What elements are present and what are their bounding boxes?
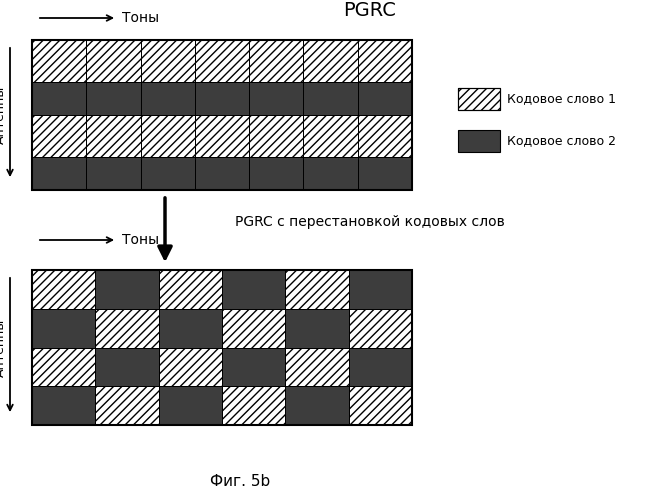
- Text: Тоны: Тоны: [122, 11, 159, 25]
- Bar: [304, 115, 358, 157]
- Bar: [249, 115, 304, 157]
- Bar: [195, 157, 249, 190]
- Bar: [349, 348, 412, 386]
- Bar: [249, 157, 304, 190]
- Bar: [195, 40, 249, 82]
- Bar: [358, 40, 412, 82]
- Bar: [95, 348, 158, 386]
- Bar: [285, 348, 349, 386]
- Bar: [222, 386, 285, 425]
- Bar: [285, 348, 349, 386]
- Bar: [195, 115, 249, 157]
- Bar: [195, 82, 249, 115]
- Bar: [86, 115, 141, 157]
- Bar: [249, 40, 304, 82]
- Bar: [349, 308, 412, 348]
- Bar: [349, 308, 412, 348]
- Bar: [158, 270, 222, 308]
- Bar: [95, 308, 158, 348]
- Bar: [32, 308, 95, 348]
- Bar: [349, 386, 412, 425]
- Bar: [285, 308, 349, 348]
- Bar: [458, 88, 500, 110]
- Bar: [222, 308, 285, 348]
- Bar: [86, 82, 141, 115]
- Bar: [285, 270, 349, 308]
- Bar: [32, 82, 86, 115]
- Bar: [358, 40, 412, 82]
- Bar: [304, 40, 358, 82]
- Bar: [32, 40, 86, 82]
- Bar: [285, 386, 349, 425]
- Bar: [32, 270, 412, 425]
- Bar: [158, 308, 222, 348]
- Bar: [349, 270, 412, 308]
- Bar: [86, 157, 141, 190]
- Bar: [458, 130, 500, 152]
- Text: Тоны: Тоны: [122, 233, 159, 247]
- Bar: [141, 82, 195, 115]
- Bar: [141, 40, 195, 82]
- Bar: [195, 115, 249, 157]
- Bar: [358, 115, 412, 157]
- Bar: [195, 40, 249, 82]
- Bar: [32, 157, 86, 190]
- Bar: [304, 40, 358, 82]
- Bar: [32, 270, 95, 308]
- Bar: [304, 115, 358, 157]
- Bar: [249, 40, 304, 82]
- Bar: [86, 40, 141, 82]
- Text: PGRC с перестановкой кодовых слов: PGRC с перестановкой кодовых слов: [235, 215, 505, 229]
- Bar: [158, 270, 222, 308]
- Text: PGRC: PGRC: [343, 0, 396, 20]
- Bar: [222, 308, 285, 348]
- Bar: [358, 157, 412, 190]
- Bar: [32, 348, 95, 386]
- Bar: [86, 115, 141, 157]
- Bar: [158, 348, 222, 386]
- Text: Фиг. 5b: Фиг. 5b: [210, 474, 270, 490]
- Bar: [249, 115, 304, 157]
- Bar: [32, 386, 95, 425]
- Bar: [141, 115, 195, 157]
- Bar: [141, 115, 195, 157]
- Bar: [95, 308, 158, 348]
- Bar: [458, 88, 500, 110]
- Bar: [222, 348, 285, 386]
- Bar: [32, 270, 95, 308]
- Bar: [222, 270, 285, 308]
- Bar: [285, 270, 349, 308]
- Bar: [304, 157, 358, 190]
- Bar: [249, 82, 304, 115]
- Bar: [349, 386, 412, 425]
- Bar: [86, 40, 141, 82]
- Bar: [304, 82, 358, 115]
- Bar: [95, 386, 158, 425]
- Bar: [95, 386, 158, 425]
- Bar: [358, 82, 412, 115]
- Bar: [141, 157, 195, 190]
- Bar: [358, 115, 412, 157]
- Bar: [158, 348, 222, 386]
- Text: Кодовое слово 1: Кодовое слово 1: [507, 92, 616, 106]
- Bar: [158, 386, 222, 425]
- Bar: [32, 115, 86, 157]
- Bar: [32, 40, 86, 82]
- Bar: [32, 348, 95, 386]
- Text: Кодовое слово 2: Кодовое слово 2: [507, 134, 616, 147]
- Bar: [141, 40, 195, 82]
- Bar: [222, 386, 285, 425]
- Bar: [32, 115, 86, 157]
- Text: Антенны: Антенны: [0, 86, 7, 144]
- Text: Антенны: Антенны: [0, 318, 7, 376]
- Bar: [95, 270, 158, 308]
- Bar: [32, 40, 412, 190]
